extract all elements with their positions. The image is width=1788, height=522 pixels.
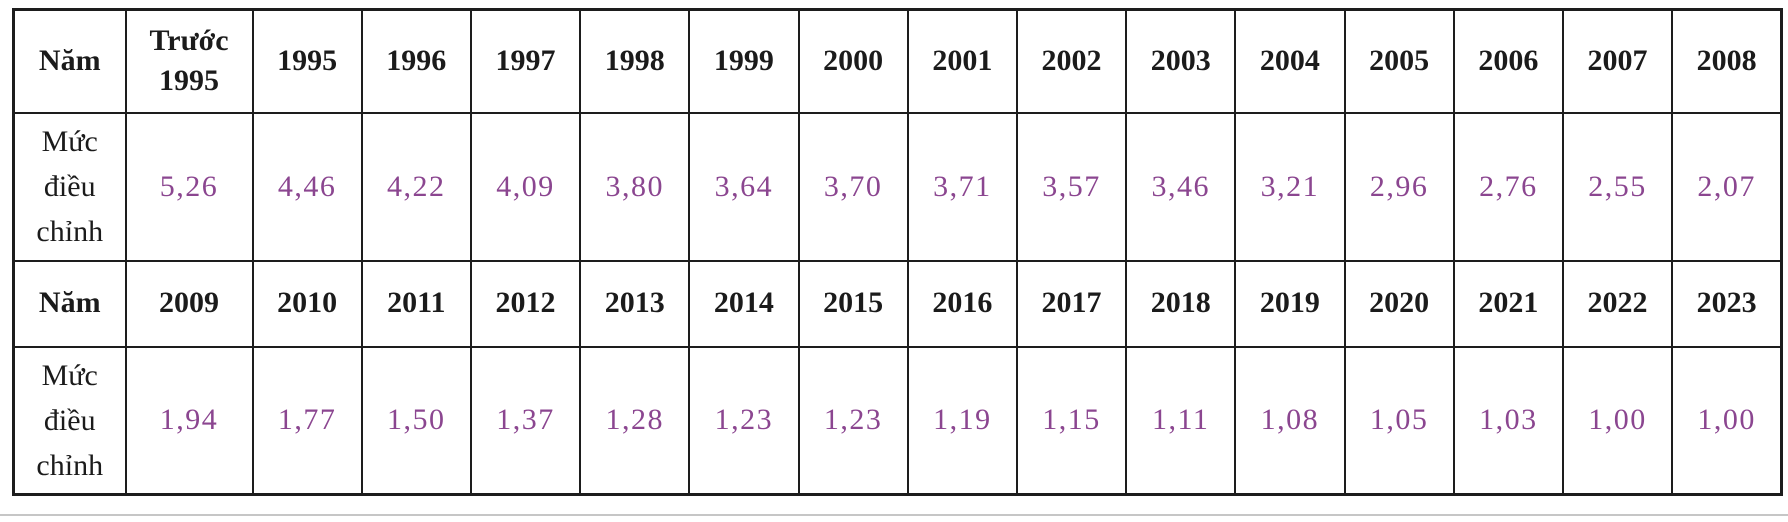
- year-header-row: Năm 2009 2010 2011 2012 2013 2014 2015 2016 2017 2…: [12, 259, 1783, 348]
- adjustment-value-cell: 1,00: [1671, 345, 1783, 496]
- adjustment-value-cell: 3,57: [1015, 111, 1128, 262]
- year-header-cell: 2009: [124, 259, 254, 348]
- adjustment-value-cell: 2,96: [1343, 111, 1455, 262]
- year-row-label: Năm: [12, 259, 127, 348]
- year-header-cell: 2006: [1452, 8, 1564, 114]
- adjustment-value-cell: 3,80: [579, 111, 691, 262]
- adjustment-value-cell: 3,70: [797, 111, 909, 262]
- adjustment-value-cell: 3,64: [688, 111, 800, 262]
- year-header-cell: 1998: [579, 8, 691, 114]
- year-header-cell: 1996: [360, 8, 472, 114]
- year-header-cell: 2020: [1343, 259, 1455, 348]
- year-header-cell: 2003: [1125, 8, 1237, 114]
- adjustment-value-cell: 1,11: [1125, 345, 1237, 496]
- page-edge-line: [0, 514, 1788, 516]
- adjustment-value-cell: 4,22: [360, 111, 472, 262]
- year-header-cell: 2005: [1343, 8, 1455, 114]
- year-header-cell: 1999: [688, 8, 800, 114]
- adjustment-value-cell: 1,05: [1343, 345, 1455, 496]
- year-header-cell: Trước 1995: [124, 8, 254, 114]
- year-header-cell: 2004: [1234, 8, 1346, 114]
- adjustment-table-container: Năm Trước 1995 1995 1996 1997 1998 1999 2000 200…: [12, 8, 1783, 496]
- year-header-cell: 2022: [1561, 259, 1674, 348]
- adjustment-value-cell: 2,55: [1561, 111, 1674, 262]
- year-row-label: Năm: [12, 8, 127, 114]
- year-header-cell: 2013: [579, 259, 691, 348]
- adjustment-value-row: Mức điều chỉnh 1,94 1,77 1,50 1,37 1,28 1,23 1,…: [12, 345, 1783, 496]
- year-header-cell: 2002: [1015, 8, 1128, 114]
- adjustment-value-cell: 3,46: [1125, 111, 1237, 262]
- adjustment-value-cell: 1,19: [906, 345, 1018, 496]
- year-header-cell: 2000: [797, 8, 909, 114]
- adjustment-value-cell: 1,37: [469, 345, 582, 496]
- adjustment-table: Năm Trước 1995 1995 1996 1997 1998 1999 2000 200…: [12, 8, 1783, 496]
- adjustment-value-cell: 1,94: [124, 345, 254, 496]
- adjustment-value-row: Mức điều chỉnh 5,26 4,46 4,22 4,09 3,80 3,64 3,…: [12, 111, 1783, 262]
- adjustment-value-cell: 2,76: [1452, 111, 1564, 262]
- adjustment-value-cell: 3,71: [906, 111, 1018, 262]
- year-header-cell: 2015: [797, 259, 909, 348]
- adjustment-value-cell: 1,77: [251, 345, 363, 496]
- adjustment-value-cell: 3,21: [1234, 111, 1346, 262]
- year-header-cell: 2023: [1671, 259, 1783, 348]
- adjustment-value-cell: 1,00: [1561, 345, 1674, 496]
- year-header-cell: 2012: [469, 259, 582, 348]
- year-header-cell: 2001: [906, 8, 1018, 114]
- adjustment-value-cell: 1,23: [688, 345, 800, 496]
- adjustment-row-label: Mức điều chỉnh: [12, 111, 127, 262]
- year-header-cell: 2010: [251, 259, 363, 348]
- adjustment-value-cell: 1,15: [1015, 345, 1128, 496]
- adjustment-value-cell: 1,08: [1234, 345, 1346, 496]
- adjustment-value-cell: 2,07: [1671, 111, 1783, 262]
- adjustment-value-cell: 1,03: [1452, 345, 1564, 496]
- year-header-cell: 2021: [1452, 259, 1564, 348]
- year-header-cell: 2014: [688, 259, 800, 348]
- year-header-cell: 1997: [469, 8, 582, 114]
- year-header-cell: 1995: [251, 8, 363, 114]
- year-header-cell: 2011: [360, 259, 472, 348]
- year-header-cell: 2007: [1561, 8, 1674, 114]
- year-header-cell: 2018: [1125, 259, 1237, 348]
- adjustment-value-cell: 5,26: [124, 111, 254, 262]
- year-header-cell: 2008: [1671, 8, 1783, 114]
- adjustment-row-label: Mức điều chỉnh: [12, 345, 127, 496]
- year-header-cell: 2017: [1015, 259, 1128, 348]
- adjustment-value-cell: 1,50: [360, 345, 472, 496]
- year-header-cell: 2016: [906, 259, 1018, 348]
- adjustment-value-cell: 4,46: [251, 111, 363, 262]
- adjustment-value-cell: 4,09: [469, 111, 582, 262]
- adjustment-value-cell: 1,23: [797, 345, 909, 496]
- year-header-row: Năm Trước 1995 1995 1996 1997 1998 1999 2000 200…: [12, 8, 1783, 114]
- adjustment-table-body: Năm Trước 1995 1995 1996 1997 1998 1999 2000 200…: [12, 8, 1783, 496]
- year-header-cell: 2019: [1234, 259, 1346, 348]
- adjustment-value-cell: 1,28: [579, 345, 691, 496]
